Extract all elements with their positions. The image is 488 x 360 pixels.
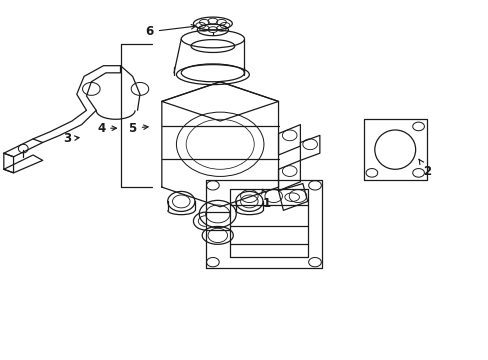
Text: 6: 6 [145, 24, 195, 38]
Text: 1: 1 [261, 189, 270, 210]
Text: 2: 2 [418, 159, 430, 177]
Text: 5: 5 [128, 122, 148, 135]
Text: 4: 4 [97, 122, 116, 135]
Text: 3: 3 [63, 132, 79, 145]
